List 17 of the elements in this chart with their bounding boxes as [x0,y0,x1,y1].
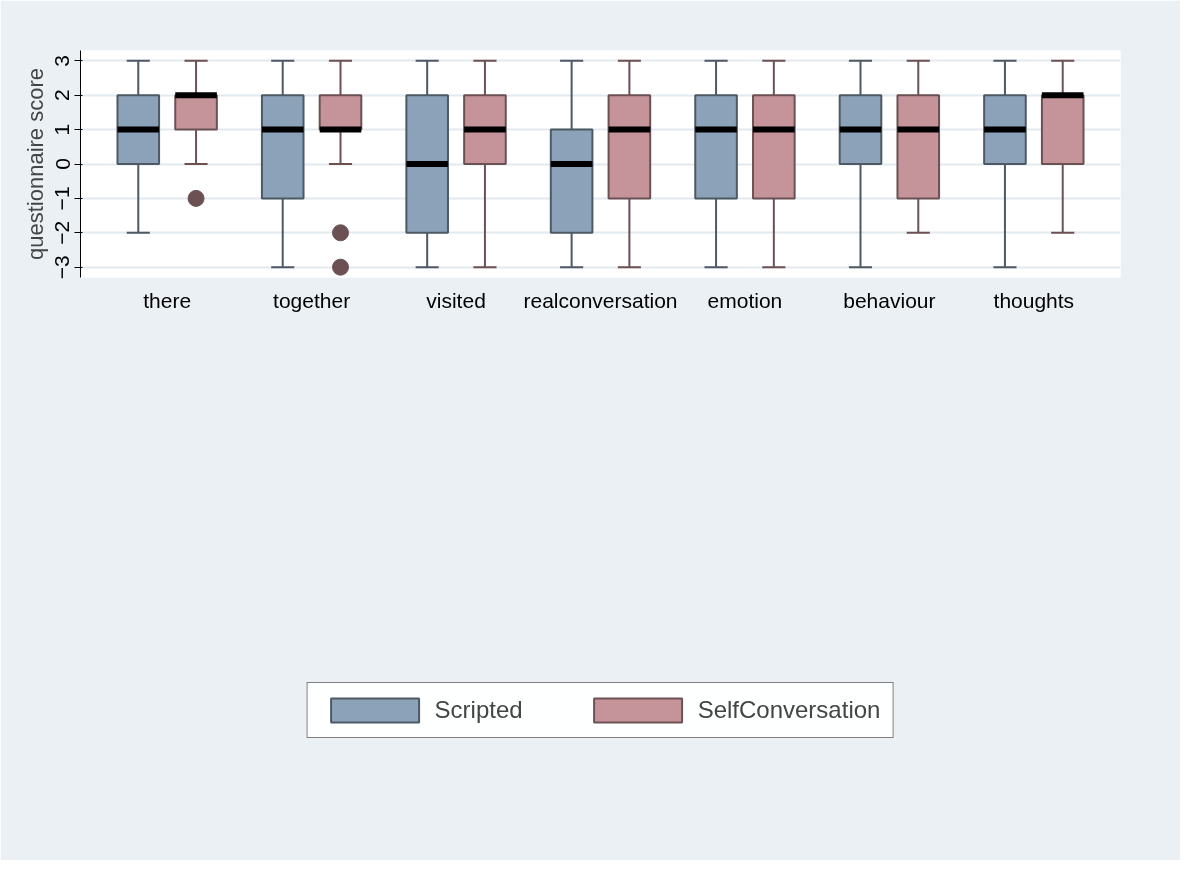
legend-label: SelfConversation [697,695,881,724]
y-tick-label: 3 [50,54,74,67]
y-tick-label: 2 [50,89,74,102]
x-tick-label: visited [426,288,486,312]
x-tick-label: behaviour [843,288,936,312]
x-tick-label: emotion [707,288,783,312]
legend-label: Scripted [434,695,523,724]
y-tick-label: 1 [50,123,74,136]
y-tick-label: −2 [50,220,74,245]
y-tick-label: −1 [50,186,74,211]
x-tick-label: together [273,288,351,312]
x-tick-label: realconversation [523,288,678,312]
y-tick-label: 0 [50,158,74,170]
y-tick-label: −3 [50,255,74,280]
y-axis-title: questionnaire score [22,67,48,260]
x-tick-label: thoughts [993,288,1075,312]
x-tick-label: there [143,288,192,312]
